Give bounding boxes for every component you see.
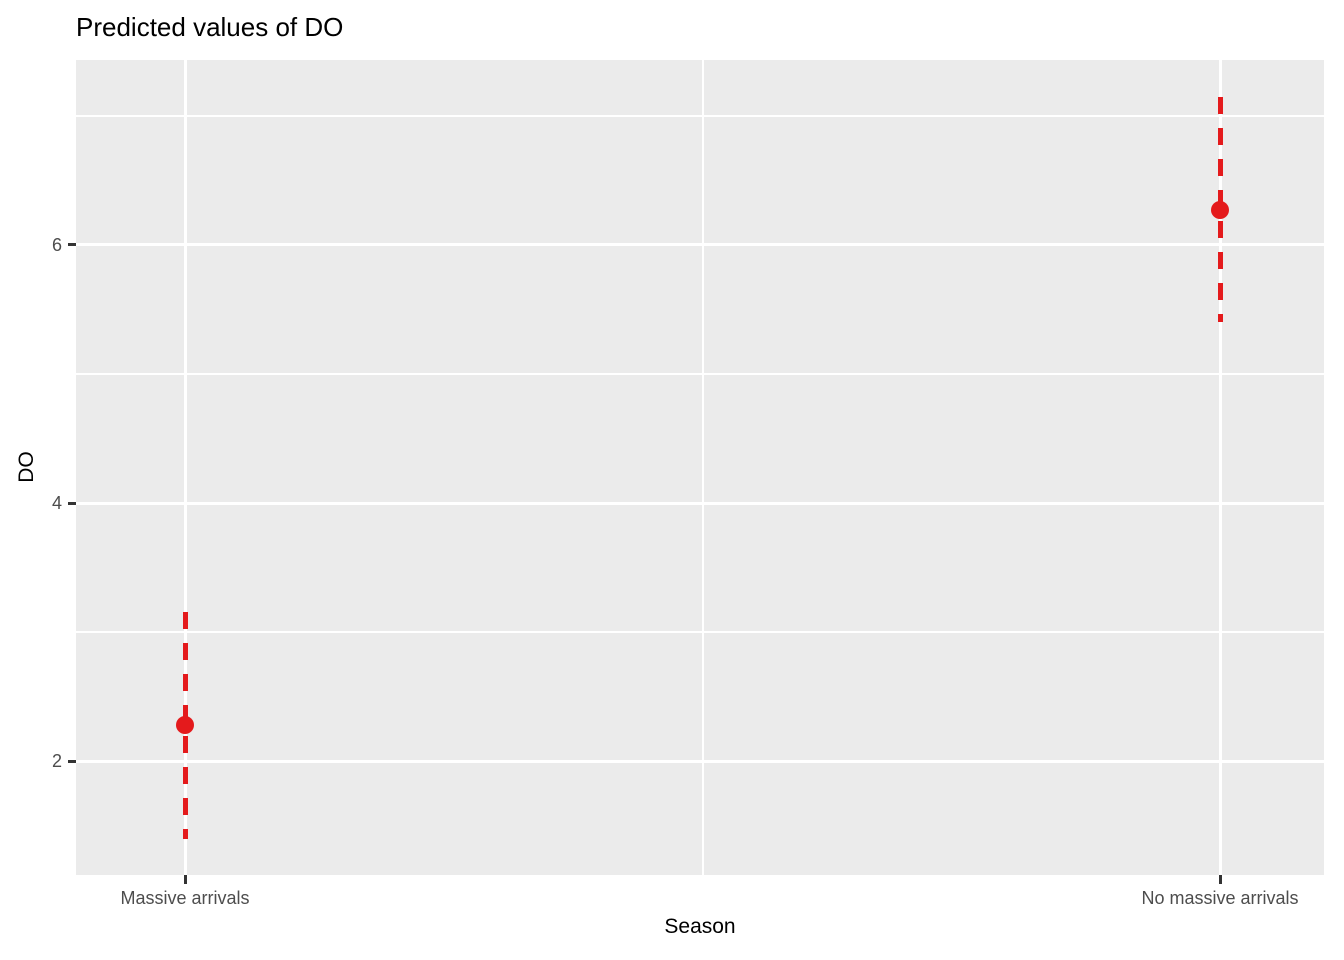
- y-tick-mark: [68, 501, 76, 505]
- y-tick-label: 4: [51, 493, 62, 514]
- x-tick-label: Massive arrivals: [120, 888, 250, 908]
- y-tick-mark: [68, 759, 76, 763]
- chart-title: Predicted values of DO: [76, 12, 344, 42]
- gridline-y-minor: [76, 372, 1324, 375]
- data-point: [176, 716, 194, 735]
- gridline-y-minor: [76, 114, 1324, 117]
- y-tick-label: 6: [51, 234, 62, 255]
- gridline-x-major: [1218, 60, 1222, 875]
- gridline-x-major: [183, 60, 187, 875]
- data-point: [1211, 200, 1229, 219]
- gridline-y-major: [76, 759, 1324, 763]
- gridline-x-minor: [701, 60, 704, 875]
- x-axis-title: Season: [664, 915, 736, 938]
- x-tick-mark: [1218, 875, 1222, 884]
- y-tick-mark: [68, 243, 76, 247]
- x-tick-label: No massive arrivals: [1141, 888, 1299, 908]
- y-tick-label: 2: [51, 751, 62, 772]
- gridline-y-major: [76, 501, 1324, 505]
- gridline-y-minor: [76, 631, 1324, 634]
- gridline-y-major: [76, 243, 1324, 247]
- x-tick-mark: [183, 875, 187, 884]
- plot-panel: [76, 60, 1324, 875]
- y-axis-title: DO: [15, 451, 38, 483]
